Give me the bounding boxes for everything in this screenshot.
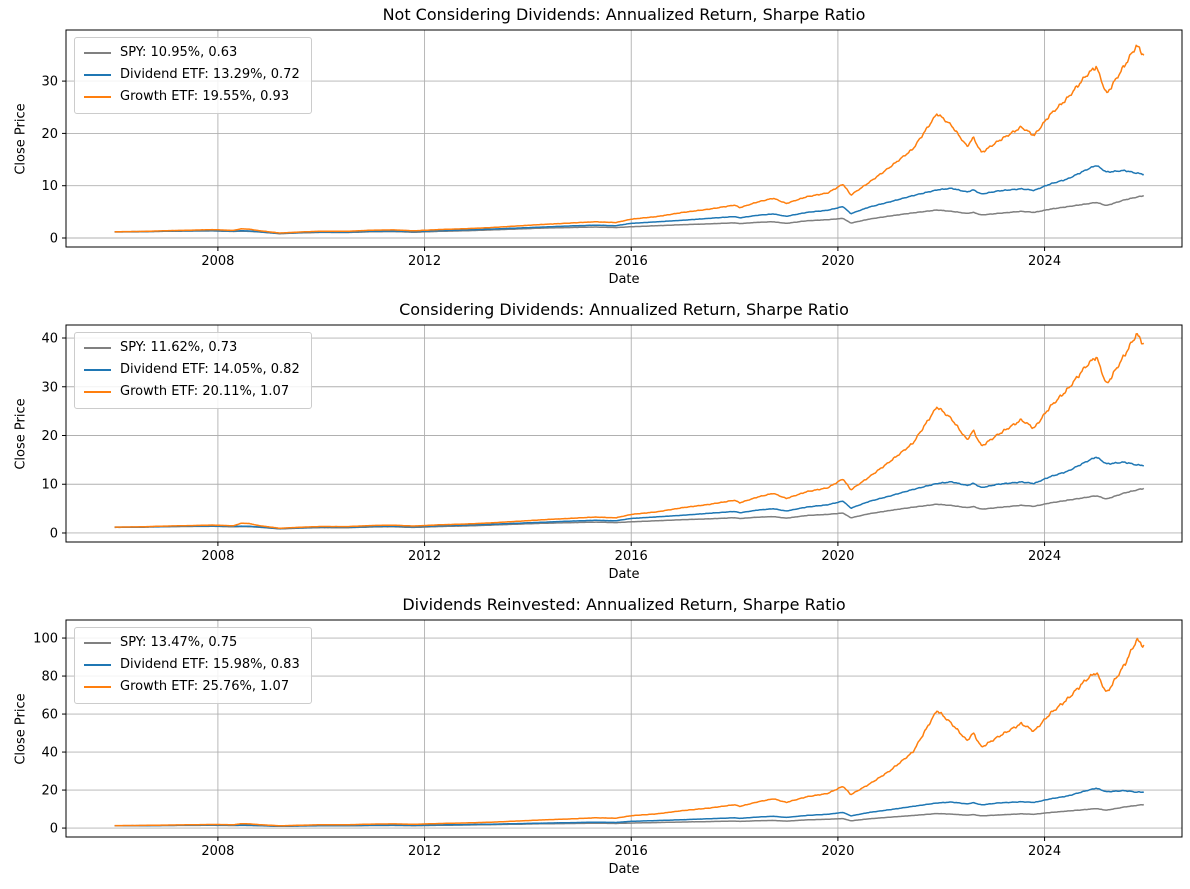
growth-etf-line-swatch xyxy=(84,391,111,393)
legend-label: SPY: 10.95%, 0.63 xyxy=(120,45,238,60)
svg-text:2020: 2020 xyxy=(821,549,854,564)
svg-text:30: 30 xyxy=(41,75,58,90)
svg-text:2012: 2012 xyxy=(408,844,441,859)
x-axis-label: Date xyxy=(608,567,640,582)
legend-item-dividend-etf: Dividend ETF: 14.05%, 0.82 xyxy=(84,362,300,378)
legend-label: SPY: 13.47%, 0.75 xyxy=(120,635,238,650)
legend: SPY: 11.62%, 0.73 Dividend ETF: 14.05%, … xyxy=(74,332,312,409)
spy-line-swatch xyxy=(84,52,111,54)
dividend-etf-line-swatch xyxy=(84,369,111,371)
spy-line-swatch xyxy=(84,642,111,644)
plot-canvas-2: 2008 2012 2016 2020 2024 0 10 20 30 40 xyxy=(41,324,1183,564)
y-axis-label: Close Price xyxy=(13,693,29,765)
svg-text:30: 30 xyxy=(41,380,58,395)
plot-canvas-3: 2008 2012 2016 2020 2024 0 20 40 60 80 100 xyxy=(33,619,1183,859)
svg-text:2008: 2008 xyxy=(201,254,234,269)
svg-text:2012: 2012 xyxy=(408,549,441,564)
growth-etf-line-swatch xyxy=(84,686,111,688)
legend: SPY: 13.47%, 0.75 Dividend ETF: 15.98%, … xyxy=(74,627,312,704)
svg-text:40: 40 xyxy=(41,332,58,347)
subplot-not-considering-dividends: 2008 2012 2016 2020 2024 0 10 20 30 Not Consider… xyxy=(0,0,1190,299)
svg-text:80: 80 xyxy=(41,670,58,685)
legend-item-growth-etf: Growth ETF: 20.11%, 1.07 xyxy=(84,384,300,400)
svg-text:0: 0 xyxy=(50,232,58,247)
legend-item-spy: SPY: 10.95%, 0.63 xyxy=(84,45,300,61)
svg-text:60: 60 xyxy=(41,708,58,723)
plot-canvas-1: 2008 2012 2016 2020 2024 0 10 20 30 xyxy=(41,29,1183,269)
legend-label: Growth ETF: 25.76%, 1.07 xyxy=(120,679,290,694)
svg-text:2024: 2024 xyxy=(1028,549,1061,564)
x-axis-label: Date xyxy=(608,272,640,287)
svg-text:10: 10 xyxy=(41,478,58,493)
chart-title: Dividends Reinvested: Annualized Return,… xyxy=(402,595,846,614)
svg-text:100: 100 xyxy=(33,632,58,647)
svg-text:2020: 2020 xyxy=(821,254,854,269)
legend-label: Dividend ETF: 15.98%, 0.83 xyxy=(120,657,300,672)
svg-text:20: 20 xyxy=(41,784,58,799)
dividend-etf-line-swatch xyxy=(84,74,111,76)
growth-etf-line-swatch xyxy=(84,96,111,98)
svg-text:2016: 2016 xyxy=(615,549,648,564)
y-axis-label: Close Price xyxy=(13,103,29,175)
legend-label: Dividend ETF: 13.29%, 0.72 xyxy=(120,67,300,82)
legend-item-spy: SPY: 11.62%, 0.73 xyxy=(84,340,300,356)
svg-text:10: 10 xyxy=(41,179,58,194)
svg-text:0: 0 xyxy=(50,526,58,541)
svg-text:2012: 2012 xyxy=(408,254,441,269)
subplot-dividends-reinvested: 2008 2012 2016 2020 2024 0 20 40 60 80 100 Dividen… xyxy=(0,590,1190,889)
legend-item-growth-etf: Growth ETF: 25.76%, 1.07 xyxy=(84,679,300,695)
svg-text:2016: 2016 xyxy=(615,844,648,859)
subplot-considering-dividends: 2008 2012 2016 2020 2024 0 10 20 30 40 Considerin… xyxy=(0,295,1190,594)
legend-item-dividend-etf: Dividend ETF: 13.29%, 0.72 xyxy=(84,67,300,83)
chart-title: Considering Dividends: Annualized Return… xyxy=(399,300,849,319)
svg-text:2008: 2008 xyxy=(201,844,234,859)
legend-item-spy: SPY: 13.47%, 0.75 xyxy=(84,635,300,651)
legend-item-dividend-etf: Dividend ETF: 15.98%, 0.83 xyxy=(84,657,300,673)
legend-item-growth-etf: Growth ETF: 19.55%, 0.93 xyxy=(84,89,300,105)
legend-label: Dividend ETF: 14.05%, 0.82 xyxy=(120,362,300,377)
legend-label: Growth ETF: 19.55%, 0.93 xyxy=(120,89,290,104)
spy-line-swatch xyxy=(84,347,111,349)
svg-text:2024: 2024 xyxy=(1028,844,1061,859)
legend-label: SPY: 11.62%, 0.73 xyxy=(120,340,238,355)
svg-text:2016: 2016 xyxy=(615,254,648,269)
dividend-etf-line-swatch xyxy=(84,664,111,666)
x-axis-label: Date xyxy=(608,862,640,877)
svg-text:0: 0 xyxy=(50,822,58,837)
legend: SPY: 10.95%, 0.63 Dividend ETF: 13.29%, … xyxy=(74,37,312,114)
svg-text:40: 40 xyxy=(41,746,58,761)
legend-label: Growth ETF: 20.11%, 1.07 xyxy=(120,384,290,399)
chart-title: Not Considering Dividends: Annualized Re… xyxy=(382,5,866,24)
svg-text:20: 20 xyxy=(41,127,58,142)
y-axis-label: Close Price xyxy=(13,398,29,470)
svg-text:20: 20 xyxy=(41,429,58,444)
svg-text:2024: 2024 xyxy=(1028,254,1061,269)
svg-text:2008: 2008 xyxy=(201,549,234,564)
svg-text:2020: 2020 xyxy=(821,844,854,859)
